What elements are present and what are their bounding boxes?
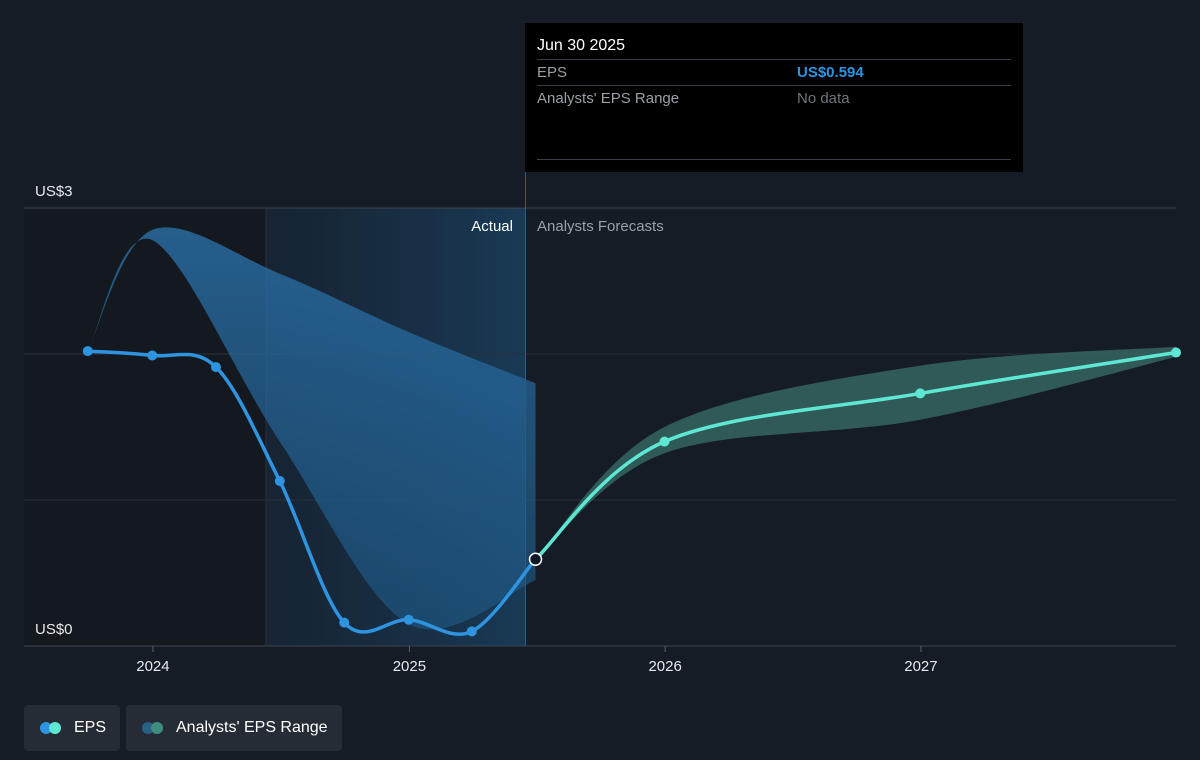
tooltip-range-label: Analysts' EPS Range <box>537 90 680 107</box>
eps-actual-point[interactable] <box>339 617 350 628</box>
legend-eps[interactable]: EPS <box>24 705 120 751</box>
tooltip-eps-value: US$0.594 <box>797 64 864 81</box>
eps-forecast-line <box>533 350 1178 562</box>
eps-actual-point[interactable] <box>466 626 477 637</box>
eps-legend-icon <box>40 722 64 734</box>
y-tick-label-top: US$3 <box>35 183 73 200</box>
x-tick-label: 2027 <box>904 658 937 675</box>
tooltip-divider <box>537 159 1011 160</box>
tooltip: Jun 30 2025 EPS US$0.594 Analysts' EPS R… <box>525 23 1023 172</box>
eps-lines <box>86 349 1178 636</box>
eps-actual-point[interactable] <box>82 346 93 357</box>
legend-range-label: Analysts' EPS Range <box>176 719 328 736</box>
eps-range-band-past <box>87 227 536 630</box>
eps-range-band-forecast <box>535 346 1176 560</box>
gridlines <box>24 207 1176 647</box>
tooltip-range-value: No data <box>797 90 850 107</box>
forecast-label: Analysts Forecasts <box>537 218 664 235</box>
actual-label: Actual <box>471 218 513 235</box>
eps-actual-point[interactable] <box>274 476 285 487</box>
eps-forecast-point[interactable] <box>659 436 670 447</box>
x-tick-label: 2025 <box>393 658 426 675</box>
eps-forecast-point[interactable] <box>915 388 926 399</box>
legend-eps-range[interactable]: Analysts' EPS Range <box>126 705 342 751</box>
eps-actual-line <box>86 349 538 636</box>
y-tick-label-bottom: US$0 <box>35 621 73 638</box>
range-legend-dot-forecast <box>151 722 163 734</box>
eps-actual-point[interactable] <box>528 552 543 567</box>
eps-forecast-point[interactable] <box>1171 347 1181 358</box>
tooltip-date: Jun 30 2025 <box>537 37 626 54</box>
eps-legend-dot-forecast <box>49 722 61 734</box>
eps-range-bands <box>87 227 1176 630</box>
eps-actual-point[interactable] <box>403 614 414 625</box>
tooltip-range-row: Analysts' EPS Range No data <box>537 85 1011 112</box>
x-tick-label: 2024 <box>136 658 169 675</box>
x-axis: 2024 2025 2026 2027 <box>136 646 938 675</box>
x-tick-label: 2026 <box>648 658 681 675</box>
eps-points <box>82 346 1181 637</box>
eps-actual-point[interactable] <box>211 362 221 373</box>
eps-actual-point[interactable] <box>147 350 158 361</box>
tooltip-eps-row: EPS US$0.594 <box>537 59 1011 86</box>
legend-eps-label: EPS <box>74 719 107 736</box>
tooltip-eps-label: EPS <box>537 64 568 81</box>
eps-range-legend-icon <box>142 722 166 734</box>
